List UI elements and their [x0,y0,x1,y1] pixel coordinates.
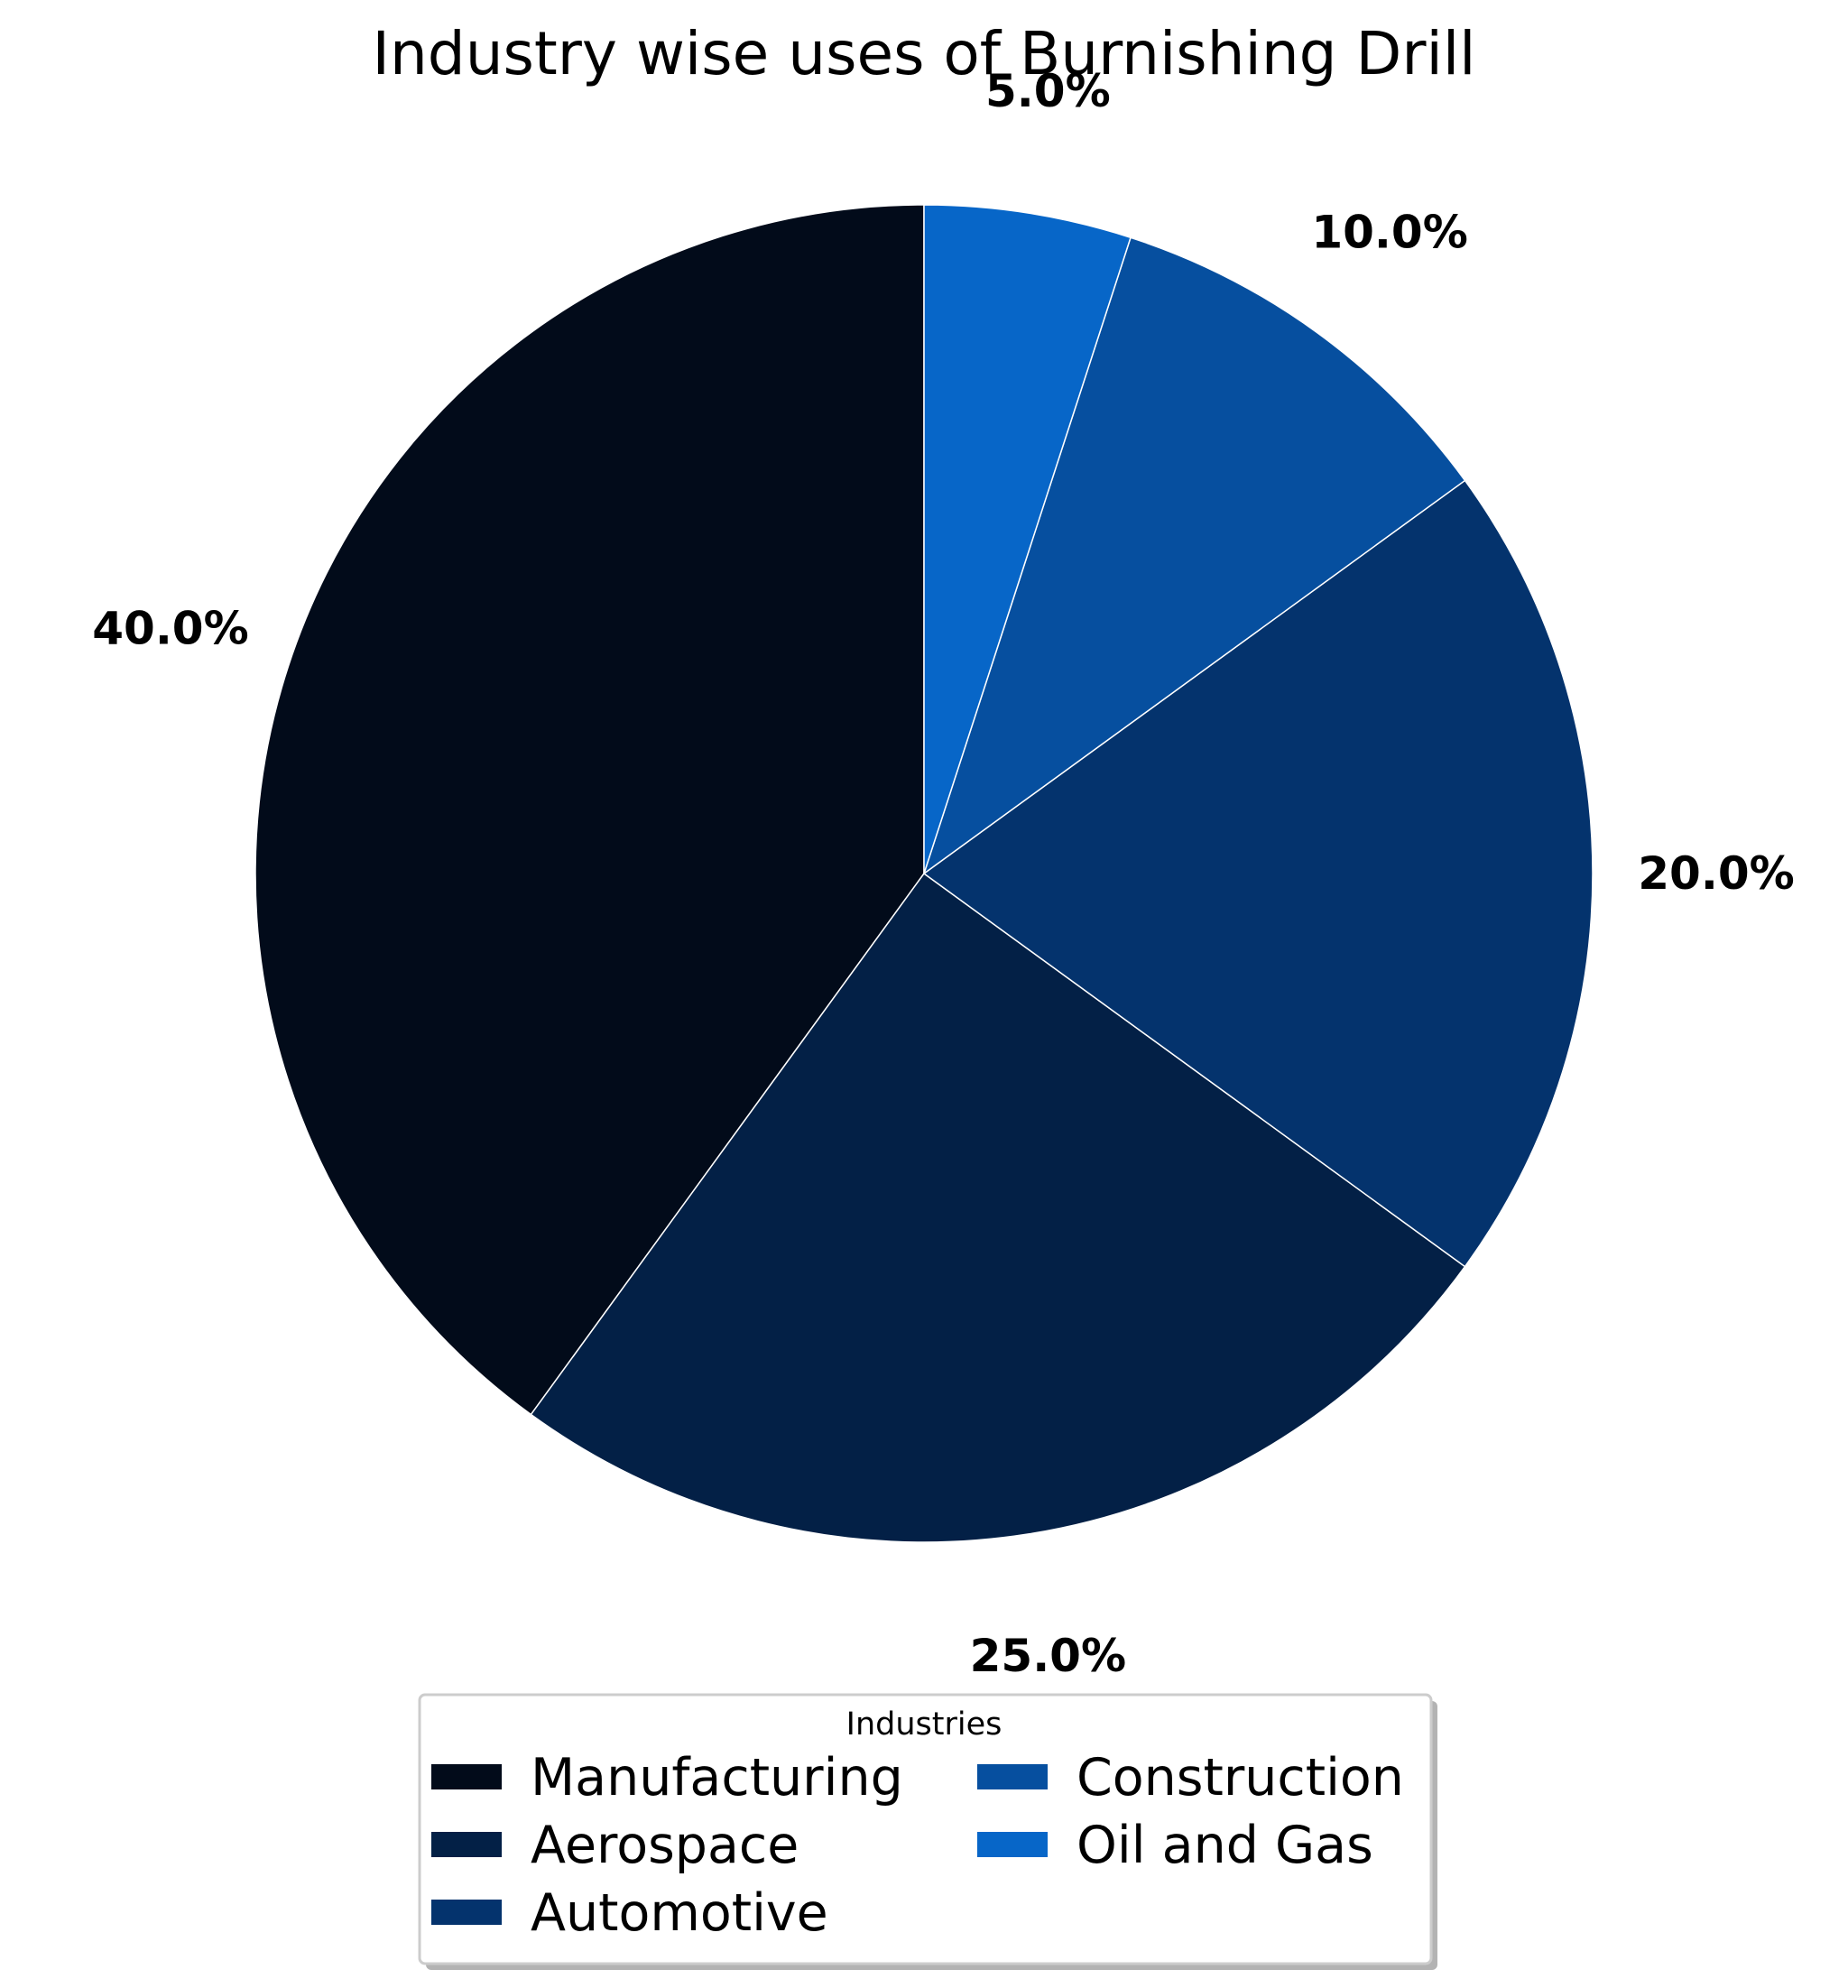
legend-swatch-manufacturing [431,1764,502,1789]
legend-title: Industries [846,1706,1003,1743]
pie-slice-oil-and-gas [923,204,1132,874]
legend-label-manufacturing: Manufacturing [531,1748,903,1808]
percent-label-aerospace: 25.0% [970,1630,1126,1682]
percent-label-oil-and-gas: 5.0% [985,65,1111,117]
legend-box [418,1693,1433,1965]
percent-label-construction: 10.0% [1311,207,1467,259]
legend-item-construction: Construction [977,1748,1404,1808]
legend-items: Manufacturing Aerospace Automotive Construc… [431,1748,1404,1943]
legend-swatch-construction [977,1764,1048,1789]
legend: Industries Manufacturing Aerospace Automot… [418,1693,1437,1970]
legend-item-automotive: Automotive [431,1883,828,1943]
legend-item-aerospace: Aerospace [431,1816,799,1875]
legend-swatch-aerospace [431,1832,502,1857]
percent-label-automotive: 20.0% [1638,847,1794,900]
legend-label-aerospace: Aerospace [531,1816,799,1875]
legend-swatch-oil-and-gas [977,1832,1048,1857]
pie-slice-aerospace [530,872,1466,1543]
pie-slices [254,204,1594,1543]
legend-label-oil-and-gas: Oil and Gas [1076,1816,1373,1875]
pie-slice-automotive [922,479,1594,1268]
percent-labels: 40.0% 25.0% 20.0% 10.0% 5.0% [92,65,1794,1682]
legend-swatch-automotive [431,1900,502,1925]
legend-item-oil-and-gas: Oil and Gas [977,1816,1373,1875]
chart-title: Industry wise uses of Burnishing Drill [373,19,1476,88]
pie-slice-construction [922,236,1466,875]
legend-label-construction: Construction [1076,1748,1404,1808]
percent-label-manufacturing: 40.0% [92,603,248,655]
pie-slice-manufacturing [254,204,925,1416]
legend-item-manufacturing: Manufacturing [431,1748,903,1808]
legend-label-automotive: Automotive [531,1883,828,1943]
